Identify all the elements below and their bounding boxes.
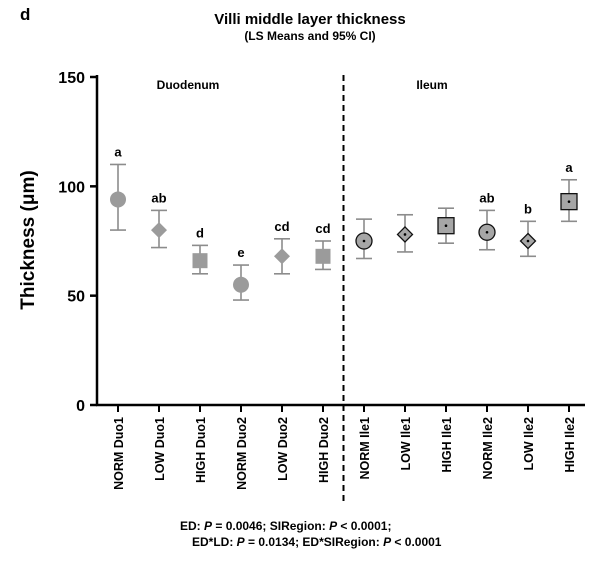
data-point-circle [233,276,249,293]
plot-area: 0 50 100 150 NORM Duo1 LOW Duo1 HIGH Duo1 NORM … [58,70,585,505]
y-tick-label: 100 [58,179,85,196]
x-tick-label: HIGH Duo2 [317,417,331,483]
stats-siregion-value: < 0.0001; [337,519,392,533]
stats-annotation: ED: P = 0.0046; SIRegion: P < 0.0001; ED… [180,518,590,550]
x-tick-label: HIGH Duo1 [194,417,208,483]
x-tick-label: NORM Ile1 [358,417,372,480]
significance-letter: cd [274,219,289,234]
stats-ed-value: = 0.0046; SIRegion: [212,519,330,533]
stats-edld-label: ED*LD: [192,535,237,549]
data-point-circle [110,191,126,208]
significance-letter: ab [479,190,494,205]
panel-label: d [20,5,30,24]
x-tick-label: NORM Ile2 [481,417,495,480]
stats-ed-label: ED: [180,519,204,533]
data-point-square [315,248,331,264]
stats-p-symbol: P [329,519,338,533]
data-point-center-dot [526,239,530,243]
significance-letter: b [524,201,532,216]
stats-p-symbol: P [236,535,245,549]
data-point-center-dot [403,233,407,236]
stats-edsiregion-value: < 0.0001 [391,535,442,549]
data-point-center-dot [567,200,571,203]
data-point-square [192,253,208,269]
significance-letter: cd [315,221,330,236]
x-tick-label: LOW Duo1 [153,417,167,481]
x-tick-label: LOW Ile1 [399,417,413,471]
y-axis-label: Thickness (μm) [18,170,39,309]
data-point-center-dot [485,230,489,234]
data-point-center-dot [444,224,448,227]
x-tick-label: NORM Duo2 [235,417,249,490]
stats-p-symbol: P [204,519,213,533]
y-tick-label: 50 [67,289,85,306]
y-tick-label: 0 [76,398,85,415]
x-tick-label: HIGH Ile2 [563,417,577,473]
x-tick-label: NORM Duo1 [112,417,126,490]
stats-edld-value: = 0.0134; ED*SIRegion: [244,535,384,549]
chart-title: Villi middle layer thickness [214,11,405,28]
significance-letter: a [114,144,122,159]
region-label-ileum: Ileum [416,78,447,92]
significance-letter: ab [151,190,166,205]
x-tick-label: LOW Ile2 [522,417,536,471]
significance-letter: a [565,160,573,175]
stats-line-2: ED*LD: P = 0.0134; ED*SIRegion: P < 0.00… [180,534,590,550]
stats-p-symbol: P [383,535,392,549]
data-point-diamond [274,248,290,265]
significance-letter: d [196,225,204,240]
region-label-duodenum: Duodenum [157,78,220,92]
x-tick-label: LOW Duo2 [276,417,290,481]
data-point-center-dot [362,239,366,243]
data-point-diamond [151,222,167,239]
y-tick-label: 150 [58,70,85,87]
stats-line-1: ED: P = 0.0046; SIRegion: P < 0.0001; [180,518,590,534]
chart-subtitle: (LS Means and 95% CI) [244,29,375,43]
x-tick-label: HIGH Ile1 [440,417,454,473]
significance-letter: e [237,245,244,260]
